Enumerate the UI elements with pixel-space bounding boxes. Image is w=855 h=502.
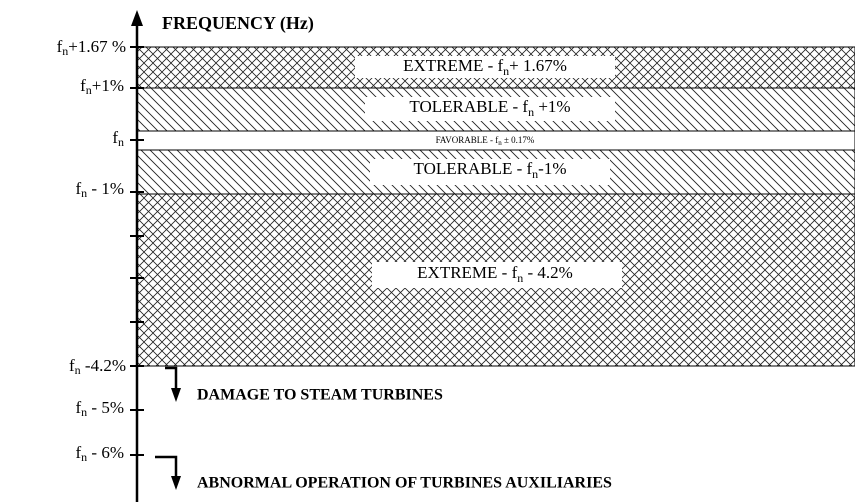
level-label: fn - 6% [76,443,125,464]
label-bg [372,262,622,288]
note: DAMAGE TO STEAM TURBINES [197,387,443,404]
band-label: EXTREME - fn+ 1.67% [403,56,567,78]
axis-title: FREQUENCY (Hz) [162,13,314,34]
note: ABNORMAL OPERATION OF TURBINES AUXILIARI… [197,475,612,492]
note-arrow [155,455,178,478]
label-bg [355,56,615,78]
level-label: fn - 5% [76,398,125,419]
label-bg [370,159,610,185]
band-label: TOLERABLE - fn +1% [409,97,570,119]
band-label: FAVORABLE - fn ± 0.17% [436,135,535,147]
note-arrow-head [171,388,181,402]
ticks [130,46,144,456]
label-bg [365,97,615,121]
axis-arrow [131,10,143,26]
band-label: TOLERABLE - fn-1% [414,159,567,181]
band-label: EXTREME - fn - 4.2% [417,263,573,285]
level-label: fn -4.2% [69,356,126,377]
level-label: fn - 1% [76,179,125,200]
level-label: fn+1% [80,76,124,97]
note-arrow-head [171,476,181,490]
level-label: fn [112,128,124,149]
level-label: fn+1.67 % [57,37,126,58]
note-arrow [165,366,178,390]
